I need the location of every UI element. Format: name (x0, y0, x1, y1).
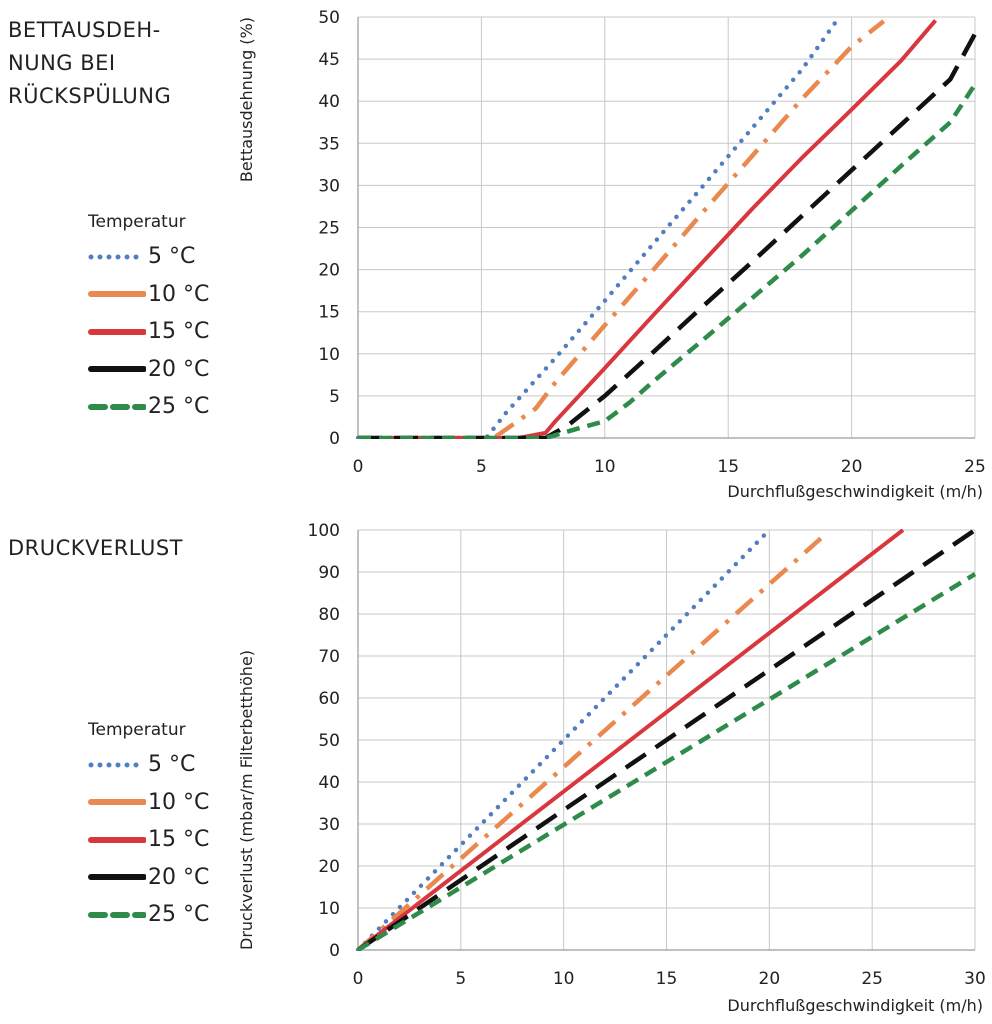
series-line-5 (358, 83, 977, 439)
y-tick-label: 10 (318, 899, 340, 919)
y-tick-label: 5 (329, 387, 340, 407)
bed-expansion-chart: 0 5 10 15 20 25 0 5 10 15 20 25 30 35 40 45 50 Durchflußg… (237, 8, 986, 501)
x-tick-label: 0 (353, 969, 364, 989)
legend-swatch-5c (88, 254, 146, 260)
y-tick-label: 20 (318, 857, 340, 877)
legend-item-20c: 20 °C (88, 351, 209, 389)
series-line-2 (358, 19, 886, 439)
legend-label: 5 °C (148, 244, 196, 270)
x-axis-label: Durchflußgeschwindigkeit (m/h) (727, 996, 983, 1015)
x-tick-label: 20 (759, 969, 781, 989)
legend-label: 25 °C (148, 394, 210, 420)
series-line-4 (356, 529, 977, 951)
y-tick-label: 15 (318, 303, 340, 323)
legend-item-5c: 5 °C (88, 238, 209, 276)
series-line-3 (356, 529, 905, 951)
legend-item-10c: 10 °C (88, 784, 209, 822)
legend-bed-expansion: Temperatur 5 °C 10 °C 15 °C 20 °C 25 °C (88, 212, 209, 426)
legend-swatch-15c (88, 328, 146, 335)
y-axis-label: Druckverlust (mbar/m Filterbetthöhe) (237, 650, 256, 950)
x-tick-label: 25 (964, 457, 986, 477)
y-tick-label: 80 (318, 605, 340, 625)
x-tick-label: 20 (841, 457, 863, 477)
legend-swatch-25c (88, 911, 146, 918)
series-line-3 (358, 19, 938, 439)
series-line-5 (356, 572, 977, 951)
section-title-bed-expansion: BETTAUSDEH- NUNG BEI RÜCKSPÜLUNG (8, 18, 172, 108)
x-tick-label: 10 (594, 457, 616, 477)
y-tick-label: 10 (318, 345, 340, 365)
y-tick-label: 50 (318, 731, 340, 751)
y-tick-label: 0 (329, 429, 340, 449)
x-tick-label: 5 (476, 457, 487, 477)
legend-item-20c: 20 °C (88, 859, 209, 897)
legend-swatch-20c (88, 366, 146, 373)
legend-item-25c: 25 °C (88, 896, 209, 934)
legend-label: 20 °C (148, 864, 210, 890)
x-axis-label: Durchflußgeschwindigkeit (m/h) (727, 482, 983, 501)
y-axis-label: Bettausdehnung (%) (237, 17, 256, 182)
legend-swatch-10c (88, 291, 146, 298)
legend-title: Temperatur (88, 212, 186, 232)
y-tick-label: 100 (308, 521, 340, 541)
legend-label: 15 °C (148, 827, 210, 853)
y-tick-label: 50 (318, 8, 340, 28)
legend-label: 10 °C (148, 281, 210, 307)
y-tick-label: 0 (329, 941, 340, 961)
series-line-1 (356, 16, 842, 439)
y-tick-label: 30 (318, 815, 340, 835)
legend-swatch-20c (88, 874, 146, 881)
legend-swatch-25c (88, 403, 146, 410)
x-tick-label: 15 (717, 457, 739, 477)
x-tick-label: 30 (964, 969, 986, 989)
legend-label: 20 °C (148, 356, 210, 382)
series-line-1 (356, 529, 772, 951)
legend-label: 5 °C (148, 752, 196, 778)
legend-swatch-10c (88, 799, 146, 806)
series-line-4 (358, 32, 977, 439)
legend-swatch-15c (88, 836, 146, 843)
y-tick-label: 40 (318, 773, 340, 793)
legend-title: Temperatur (88, 720, 186, 740)
legend-item-25c: 25 °C (88, 388, 209, 426)
legend-swatch-5c (88, 762, 146, 768)
legend-item-5c: 5 °C (88, 746, 209, 784)
legend-item-15c: 15 °C (88, 821, 209, 859)
legend-item-10c: 10 °C (88, 276, 209, 314)
y-tick-label: 70 (318, 647, 340, 667)
y-tick-label: 30 (318, 176, 340, 196)
y-tick-label: 25 (318, 219, 340, 239)
pressure-loss-chart: 0 5 10 15 20 25 30 0 10 20 30 40 50 60 70 80 90 100 Durchf… (237, 521, 986, 1015)
y-tick-label: 60 (318, 689, 340, 709)
legend-pressure-loss: Temperatur 5 °C 10 °C 15 °C 20 °C 25 °C (88, 720, 209, 934)
series-line-2 (356, 536, 823, 951)
y-tick-label: 20 (318, 261, 340, 281)
legend-label: 25 °C (148, 902, 210, 928)
legend-item-15c: 15 °C (88, 313, 209, 351)
x-tick-label: 15 (656, 969, 678, 989)
x-tick-label: 25 (861, 969, 883, 989)
y-tick-label: 35 (318, 134, 340, 154)
x-tick-label: 5 (455, 969, 466, 989)
section-title-pressure-loss: DRUCKVERLUST (8, 536, 183, 560)
x-tick-label: 0 (353, 457, 364, 477)
y-tick-label: 45 (318, 50, 340, 70)
legend-label: 10 °C (148, 789, 210, 815)
y-tick-label: 40 (318, 92, 340, 112)
legend-label: 15 °C (148, 319, 210, 345)
x-tick-label: 10 (553, 969, 575, 989)
y-tick-label: 90 (318, 563, 340, 583)
